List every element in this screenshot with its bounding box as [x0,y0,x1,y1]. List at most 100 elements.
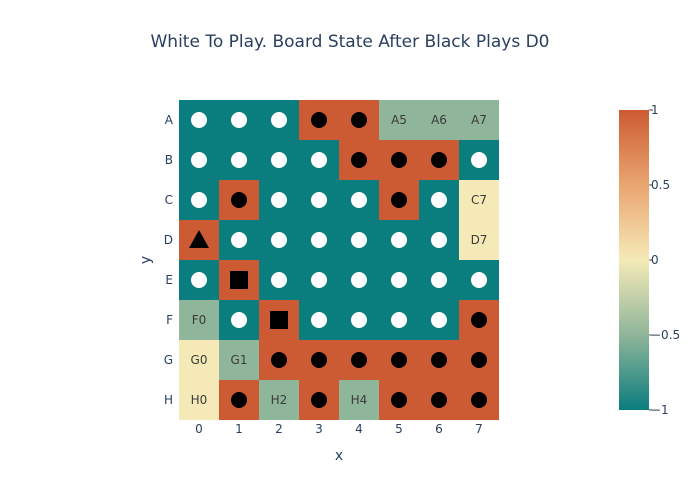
board-cell-A6[interactable] [419,100,459,140]
black-stone [391,152,407,168]
colorbar-tick-label: 0.5 [651,178,670,192]
y-axis-ticks: A B C D E F G H [164,113,174,407]
black-stone [391,392,407,408]
y-tick-label: E [165,273,173,287]
x-tick-label: 5 [395,422,403,436]
black-stone [431,152,447,168]
black-stone [431,392,447,408]
y-tick-label: D [164,233,173,247]
white-stone [191,112,207,128]
white-stone [351,192,367,208]
white-stone [231,152,247,168]
white-stone [471,152,487,168]
white-stone [311,192,327,208]
white-stone [191,272,207,288]
white-stone [191,152,207,168]
black-stone [431,352,447,368]
board-cell-H0[interactable] [179,380,219,420]
white-stone [271,192,287,208]
black-stone [471,392,487,408]
black-stone [231,392,247,408]
board-pieces: A5 A6 A7 C7 D7 F0 G0 G1 H0 H2 H4 [189,112,487,408]
board-cell-G0[interactable] [179,340,219,380]
colorbar-ticks: 1 0.5 0 −0.5 −1 [649,103,680,417]
white-stone [231,312,247,328]
black-stone [351,152,367,168]
board-cell-C7[interactable] [459,180,499,220]
white-stone [351,312,367,328]
cell-label: H4 [351,393,368,407]
cell-label: D7 [471,233,488,247]
x-tick-label: 1 [235,422,243,436]
cell-label: G1 [231,353,248,367]
x-axis-title: x [335,448,343,464]
board-cell-G1[interactable] [219,340,259,380]
x-tick-label: 7 [475,422,483,436]
black-triangle-marker [189,230,209,248]
cell-label: C7 [471,193,487,207]
white-stone [471,272,487,288]
black-stone [271,352,287,368]
colorbar [619,110,649,410]
white-stone [191,192,207,208]
black-stone [351,112,367,128]
white-stone [311,152,327,168]
y-tick-label: A [165,113,174,127]
white-stone [271,232,287,248]
y-tick-label: C [165,193,173,207]
chart-title: White To Play. Board State After Black P… [150,32,550,52]
white-stone [391,272,407,288]
board-cell-A5[interactable] [379,100,419,140]
y-tick-label: G [164,353,173,367]
cell-label: A5 [391,113,407,127]
white-stone [431,192,447,208]
y-tick-label: F [166,313,173,327]
cell-label: A7 [471,113,487,127]
colorbar-tick-label: 1 [651,103,659,117]
colorbar-tick-label: −1 [651,403,669,417]
cell-label: A6 [431,113,447,127]
cell-label: H2 [271,393,288,407]
y-tick-label: H [164,393,173,407]
black-stone [311,112,327,128]
black-stone [311,352,327,368]
board-cell-D7[interactable] [459,220,499,260]
x-axis-ticks: 0 1 2 3 4 5 6 7 [195,422,483,436]
black-stone [351,352,367,368]
white-stone [431,312,447,328]
x-tick-label: 0 [195,422,203,436]
cell-label: F0 [192,313,207,327]
x-tick-label: 4 [355,422,363,436]
cell-label: G0 [191,353,208,367]
colorbar-tick-label: 0 [651,253,659,267]
black-square-marker [230,271,248,289]
board-cell-A7[interactable] [459,100,499,140]
black-stone [391,192,407,208]
black-stone [231,192,247,208]
cell-label: H0 [191,393,208,407]
white-stone [311,312,327,328]
black-stone [391,352,407,368]
white-stone [311,272,327,288]
white-stone [271,272,287,288]
board-cell-H4[interactable] [339,380,379,420]
colorbar-tick-label: −0.5 [651,328,680,342]
board-cell-F0[interactable] [179,300,219,340]
white-stone [271,112,287,128]
board-cells [179,100,499,420]
white-stone [231,112,247,128]
white-stone [391,312,407,328]
white-stone [311,232,327,248]
board-cell-H2[interactable] [259,380,299,420]
y-axis-title: y [138,256,154,264]
black-square-marker [270,311,288,329]
white-stone [271,152,287,168]
x-tick-label: 6 [435,422,443,436]
white-stone [391,232,407,248]
white-stone [231,232,247,248]
black-stone [471,312,487,328]
white-stone [351,232,367,248]
white-stone [351,272,367,288]
black-stone [311,392,327,408]
